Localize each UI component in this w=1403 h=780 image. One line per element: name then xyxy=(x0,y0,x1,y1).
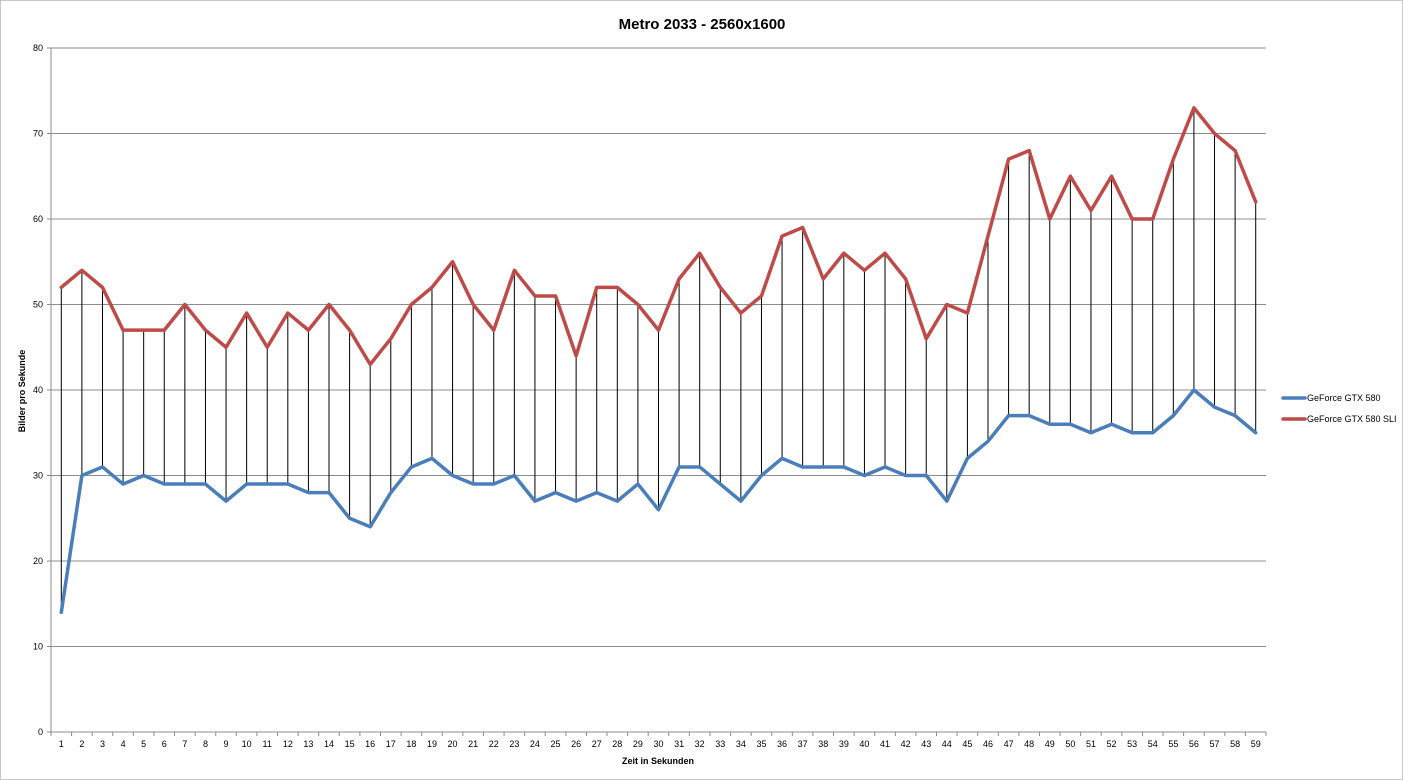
x-tick-label: 34 xyxy=(736,739,746,749)
x-tick-label: 7 xyxy=(182,739,187,749)
legend-label: GeForce GTX 580 SLI xyxy=(1307,414,1397,424)
y-tick-label: 10 xyxy=(33,642,43,652)
x-tick-label: 33 xyxy=(715,739,725,749)
x-tick-label: 39 xyxy=(839,739,849,749)
x-tick-label: 28 xyxy=(612,739,622,749)
x-tick-label: 27 xyxy=(592,739,602,749)
x-tick-label: 26 xyxy=(571,739,581,749)
series-line-2 xyxy=(59,106,1258,367)
x-tick-label: 2 xyxy=(79,739,84,749)
x-tick-label: 36 xyxy=(777,739,787,749)
drop-lines xyxy=(60,107,1257,613)
y-tick-label: 80 xyxy=(33,43,43,53)
x-tick-label: 29 xyxy=(633,739,643,749)
x-tick-label: 42 xyxy=(901,739,911,749)
x-tick-label: 48 xyxy=(1024,739,1034,749)
x-tick-label: 16 xyxy=(365,739,375,749)
x-tick-label: 46 xyxy=(983,739,993,749)
x-tick-label: 55 xyxy=(1168,739,1178,749)
x-tick-label: 38 xyxy=(818,739,828,749)
legend-label: GeForce GTX 580 xyxy=(1307,393,1381,403)
x-tick-label: 53 xyxy=(1127,739,1137,749)
legend: GeForce GTX 580 GeForce GTX 580 SLI xyxy=(1281,393,1397,424)
x-tick-label: 45 xyxy=(962,739,972,749)
x-tick-label: 5 xyxy=(141,739,146,749)
x-tick-label: 50 xyxy=(1065,739,1075,749)
y-tick-label: 30 xyxy=(33,471,43,481)
x-tick-label: 52 xyxy=(1107,739,1117,749)
x-tick-label: 32 xyxy=(695,739,705,749)
x-tick-label: 23 xyxy=(509,739,519,749)
x-tick-label: 47 xyxy=(1004,739,1014,749)
x-tick-label: 11 xyxy=(263,739,272,749)
y-tick-label: 20 xyxy=(33,556,43,566)
x-tick-label: 3 xyxy=(100,739,105,749)
x-tick-label: 41 xyxy=(880,739,890,749)
x-tick-label: 19 xyxy=(427,739,437,749)
x-tick-label: 54 xyxy=(1148,739,1158,749)
series-line-1 xyxy=(59,388,1258,615)
x-tick-label: 57 xyxy=(1210,739,1220,749)
x-tick-label: 35 xyxy=(756,739,766,749)
y-tick-label: 70 xyxy=(33,129,43,139)
x-tick-label: 6 xyxy=(162,739,167,749)
y-tick-label: 50 xyxy=(33,300,43,310)
x-tick-label: 21 xyxy=(468,739,478,749)
x-tick-label: 8 xyxy=(203,739,208,749)
x-tick-label: 44 xyxy=(942,739,952,749)
y-tick-label: 40 xyxy=(33,385,43,395)
x-tick-label: 9 xyxy=(224,739,229,749)
x-tick-label: 4 xyxy=(121,739,126,749)
y-axis-label: Bilder pro Sekunde xyxy=(17,350,27,433)
x-tick-label: 1 xyxy=(59,739,64,749)
x-tick-label: 37 xyxy=(798,739,808,749)
x-tick-label: 12 xyxy=(283,739,293,749)
x-tick-label: 58 xyxy=(1230,739,1240,749)
x-tick-label: 18 xyxy=(406,739,416,749)
x-tick-label: 40 xyxy=(859,739,869,749)
x-tick-label: 51 xyxy=(1086,739,1096,749)
x-tick-label: 30 xyxy=(653,739,663,749)
x-axis-label: Zeit in Sekunden xyxy=(622,756,694,766)
y-tick-label: 0 xyxy=(38,727,43,737)
y-tick-label: 60 xyxy=(33,214,43,224)
chart-title: Metro 2033 - 2560x1600 xyxy=(619,16,786,33)
x-tick-label: 15 xyxy=(345,739,355,749)
x-tick-label: 43 xyxy=(921,739,931,749)
x-tick-label: 56 xyxy=(1189,739,1199,749)
x-tick-label: 59 xyxy=(1251,739,1261,749)
x-tick-label: 20 xyxy=(448,739,458,749)
x-tick-label: 22 xyxy=(489,739,499,749)
x-tick-label: 31 xyxy=(674,739,684,749)
x-tick-label: 17 xyxy=(386,739,396,749)
x-tick-label: 10 xyxy=(242,739,252,749)
x-tick-label: 14 xyxy=(324,739,334,749)
x-tick-label: 24 xyxy=(530,739,540,749)
x-tick-label: 49 xyxy=(1045,739,1055,749)
series-lines xyxy=(59,106,1258,615)
x-tick-label: 25 xyxy=(551,739,561,749)
x-tick-label: 13 xyxy=(303,739,313,749)
